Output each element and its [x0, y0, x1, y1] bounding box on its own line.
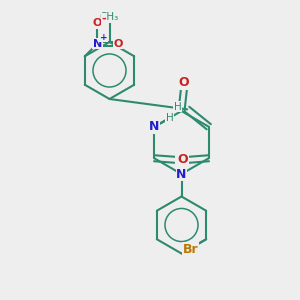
Text: N: N	[176, 167, 187, 181]
Text: -: -	[102, 14, 106, 24]
Text: O: O	[176, 153, 187, 166]
Text: Br: Br	[182, 243, 198, 256]
Text: N: N	[93, 39, 102, 49]
Text: H: H	[174, 102, 182, 112]
Text: +: +	[100, 32, 107, 41]
Text: CH₃: CH₃	[100, 12, 119, 22]
Text: O: O	[178, 76, 189, 89]
Text: O: O	[93, 18, 102, 28]
Text: O: O	[113, 39, 122, 49]
Text: O: O	[177, 153, 188, 166]
Text: N: N	[149, 120, 159, 133]
Text: H: H	[166, 113, 174, 123]
